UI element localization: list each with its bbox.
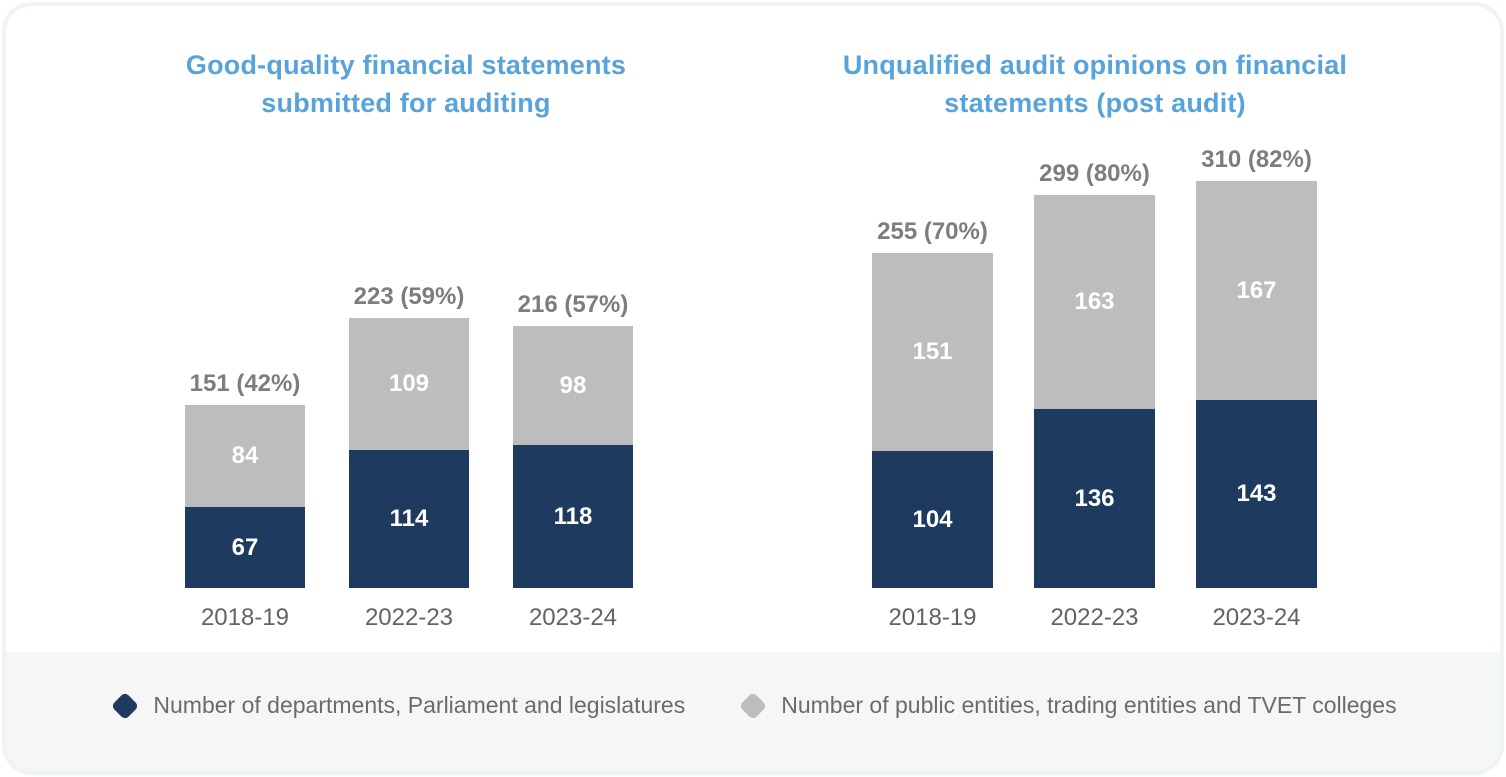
legend-item-departments: Number of departments, Parliament and le… bbox=[109, 691, 686, 720]
left-chart-plot: 151 (42%) 84 67 2018-19 223 (59%) 109 114 2022-… bbox=[185, 6, 633, 631]
segment-public-entities: 98 bbox=[513, 326, 633, 445]
left-chart-title-line1: Good-quality financial statements bbox=[185, 50, 627, 80]
right-chart-title-line2: statements (post audit) bbox=[944, 88, 1246, 118]
bar-2022-23: 299 (80%) 163 136 2022-23 bbox=[1034, 160, 1155, 631]
navy-diamond-icon bbox=[111, 691, 140, 720]
x-axis-label: 2022-23 bbox=[1050, 604, 1139, 631]
legend-label-departments: Number of departments, Parliament and le… bbox=[153, 692, 686, 718]
x-axis-label: 2023-24 bbox=[1212, 604, 1301, 631]
gray-diamond-icon bbox=[739, 691, 768, 720]
segment-departments: 143 bbox=[1196, 400, 1317, 588]
left-chart-title-line2: submitted for auditing bbox=[261, 88, 551, 118]
segment-public-entities: 84 bbox=[185, 405, 305, 507]
total-label: 223 (59%) bbox=[353, 283, 465, 310]
total-label: 299 (80%) bbox=[1039, 160, 1150, 187]
bar-2023-24: 216 (57%) 98 118 2023-24 bbox=[513, 291, 633, 631]
segment-public-entities: 167 bbox=[1196, 181, 1317, 400]
legend-label-public-entities: Number of public entities, trading entit… bbox=[781, 692, 1397, 718]
total-label: 310 (82%) bbox=[1201, 146, 1312, 173]
segment-public-entities: 151 bbox=[872, 253, 993, 451]
bar-2018-19: 151 (42%) 84 67 2018-19 bbox=[185, 370, 305, 631]
total-label: 216 (57%) bbox=[517, 291, 629, 318]
legend-item-public-entities: Number of public entities, trading entit… bbox=[737, 691, 1397, 720]
bar-2023-24: 310 (82%) 167 143 2023-24 bbox=[1196, 146, 1317, 631]
segment-public-entities: 109 bbox=[349, 318, 469, 450]
x-axis-label: 2023-24 bbox=[528, 604, 618, 631]
segment-public-entities: 163 bbox=[1034, 195, 1155, 409]
segment-departments: 114 bbox=[349, 450, 469, 588]
bar-2018-19: 255 (70%) 151 104 2018-19 bbox=[872, 218, 993, 631]
segment-departments: 67 bbox=[185, 507, 305, 588]
segment-departments: 104 bbox=[872, 451, 993, 588]
left-chart-title: Good-quality financial statements submit… bbox=[136, 46, 676, 122]
segment-departments: 118 bbox=[513, 445, 633, 588]
bar-2022-23: 223 (59%) 109 114 2022-23 bbox=[349, 283, 469, 631]
total-label: 255 (70%) bbox=[877, 218, 988, 245]
total-label: 151 (42%) bbox=[189, 370, 301, 397]
x-axis-label: 2018-19 bbox=[888, 604, 977, 631]
x-axis-label: 2018-19 bbox=[200, 604, 290, 631]
right-chart-title: Unqualified audit opinions on financial … bbox=[825, 46, 1365, 122]
legend-bar: Number of departments, Parliament and le… bbox=[6, 652, 1500, 771]
segment-departments: 136 bbox=[1034, 409, 1155, 588]
x-axis-label: 2022-23 bbox=[364, 604, 454, 631]
right-chart-title-line1: Unqualified audit opinions on financial bbox=[842, 50, 1348, 80]
right-chart-plot: 255 (70%) 151 104 2018-19 299 (80%) 163 136 202… bbox=[872, 6, 1317, 631]
